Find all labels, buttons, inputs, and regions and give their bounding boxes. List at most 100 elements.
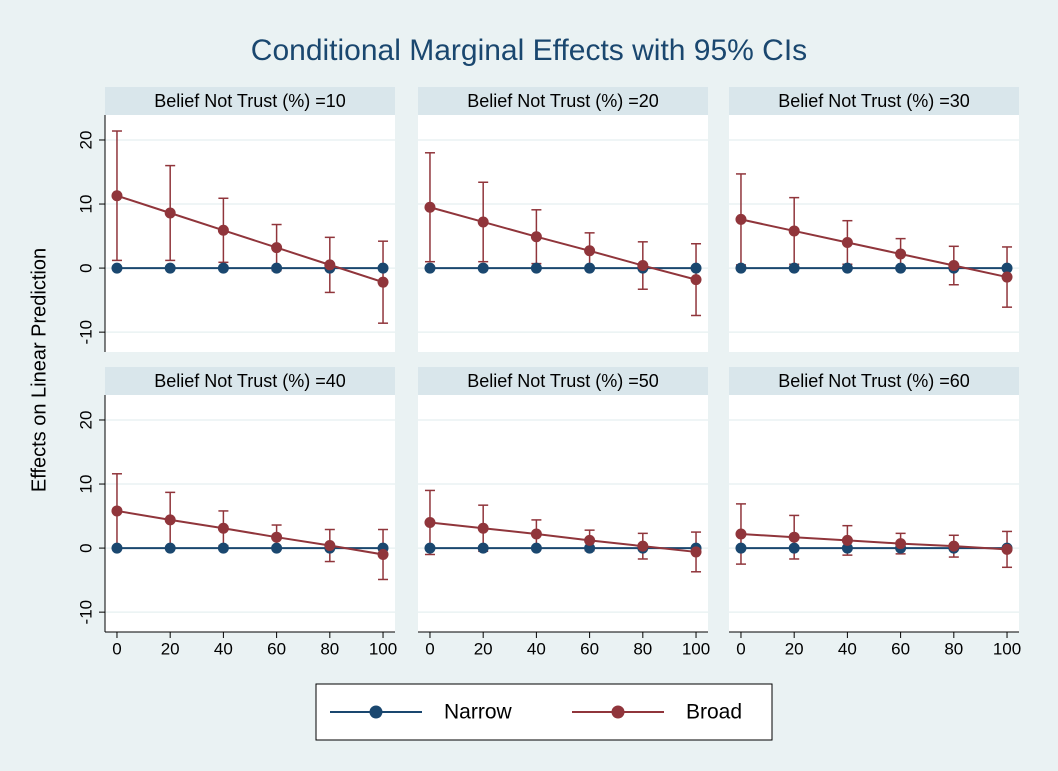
marker	[477, 522, 489, 534]
x-tick-label: 0	[425, 639, 434, 658]
marker	[477, 262, 489, 274]
marker	[690, 262, 702, 274]
x-tick-label: 60	[580, 639, 599, 658]
marker	[530, 231, 542, 243]
marker	[271, 531, 283, 543]
panel-header	[418, 87, 708, 115]
x-tick-label: 0	[736, 639, 745, 658]
marker	[735, 262, 747, 274]
marker	[377, 276, 389, 288]
plot-area	[729, 395, 1019, 632]
marker	[584, 245, 596, 257]
plot-area	[418, 115, 708, 352]
marker	[111, 542, 123, 554]
marker	[424, 201, 436, 213]
x-tick-label: 80	[633, 639, 652, 658]
legend-marker	[611, 705, 625, 719]
marker	[788, 542, 800, 554]
marker	[217, 522, 229, 534]
y-tick-label: -10	[76, 320, 95, 345]
y-axis-label: Effects on Linear Prediction	[28, 248, 50, 492]
marker	[788, 531, 800, 543]
marker	[530, 262, 542, 274]
marker	[948, 260, 960, 272]
legend-label: Narrow	[444, 701, 513, 724]
marker	[1001, 543, 1013, 555]
marker	[111, 505, 123, 517]
y-tick-label: 20	[76, 131, 95, 150]
panel-header	[105, 367, 395, 395]
x-tick-label: 60	[267, 639, 286, 658]
plot-area	[105, 115, 395, 352]
marker	[377, 548, 389, 560]
marker	[477, 216, 489, 228]
x-tick-label: 100	[993, 639, 1021, 658]
marker	[637, 260, 649, 272]
panel-header	[729, 87, 1019, 115]
x-tick-label: 100	[369, 639, 397, 658]
marker	[424, 516, 436, 528]
marker	[111, 262, 123, 274]
x-tick-label: 60	[891, 639, 910, 658]
marker	[841, 534, 853, 546]
series-line	[116, 194, 384, 284]
marker	[690, 546, 702, 558]
marker	[690, 274, 702, 286]
series-line	[429, 521, 697, 553]
plot-area	[418, 395, 708, 632]
marker	[895, 262, 907, 274]
marker	[584, 534, 596, 546]
series-line	[429, 206, 697, 281]
marker	[424, 262, 436, 274]
marker	[1001, 271, 1013, 283]
plot-area	[729, 115, 1019, 352]
series-line	[116, 509, 384, 556]
marker	[735, 213, 747, 225]
y-tick-label: 0	[76, 263, 95, 272]
x-tick-label: 40	[214, 639, 233, 658]
legend-label: Broad	[686, 701, 742, 724]
marker	[217, 224, 229, 236]
marker	[111, 190, 123, 202]
panel-title: Belief Not Trust (%) =40	[154, 371, 346, 391]
marker	[841, 236, 853, 248]
series-line	[740, 532, 1008, 551]
x-tick-label: 20	[474, 639, 493, 658]
marker	[530, 542, 542, 554]
marker	[424, 542, 436, 554]
marker	[841, 542, 853, 554]
marker	[841, 262, 853, 274]
plot-area	[105, 395, 395, 632]
x-tick-label: 80	[944, 639, 963, 658]
x-tick-label: 20	[785, 639, 804, 658]
marker	[164, 542, 176, 554]
chart-title: Conditional Marginal Effects with 95% CI…	[251, 34, 807, 67]
x-tick-label: 100	[682, 639, 710, 658]
marker	[895, 248, 907, 260]
x-tick-label: 20	[161, 639, 180, 658]
marker	[788, 225, 800, 237]
marker	[477, 542, 489, 554]
marker	[584, 262, 596, 274]
panel-title: Belief Not Trust (%) =10	[154, 91, 346, 111]
marker	[637, 540, 649, 552]
marker	[217, 262, 229, 274]
marker	[735, 542, 747, 554]
marker	[1001, 262, 1013, 274]
y-tick-label: 10	[76, 195, 95, 214]
marker	[324, 259, 336, 271]
marker	[271, 542, 283, 554]
x-tick-label: 0	[112, 639, 121, 658]
panel-header	[729, 367, 1019, 395]
marker	[164, 514, 176, 526]
marker	[530, 528, 542, 540]
y-tick-label: 10	[76, 475, 95, 494]
marker	[164, 207, 176, 219]
x-tick-label: 40	[838, 639, 857, 658]
marker	[217, 542, 229, 554]
marker	[377, 262, 389, 274]
marker	[324, 540, 336, 552]
marker	[948, 540, 960, 552]
x-tick-label: 80	[320, 639, 339, 658]
panel-title: Belief Not Trust (%) =50	[467, 371, 659, 391]
